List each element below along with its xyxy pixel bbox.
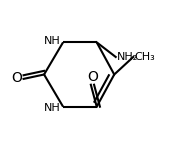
- Text: CH₃: CH₃: [135, 52, 156, 62]
- Text: O: O: [87, 70, 98, 84]
- Text: NH: NH: [43, 36, 60, 46]
- Text: NH₂: NH₂: [117, 52, 138, 62]
- Text: NH: NH: [43, 103, 60, 113]
- Text: O: O: [11, 71, 22, 85]
